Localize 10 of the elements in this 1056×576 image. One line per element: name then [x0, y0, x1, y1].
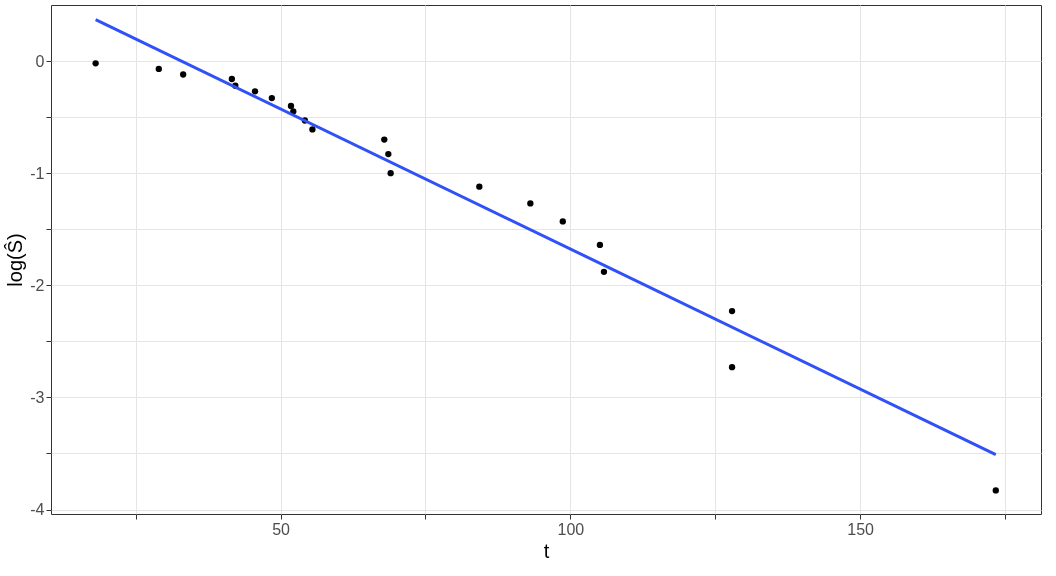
y-tick-label: -4: [30, 501, 45, 519]
y-tick-label: -1: [30, 164, 45, 182]
y-tick-label: -2: [30, 276, 45, 294]
y-axis-title: log(Ŝ): [4, 233, 27, 287]
x-axis-title: t: [543, 539, 550, 562]
y-tick-label: 0: [35, 52, 45, 70]
y-tick-label: -3: [30, 388, 45, 406]
x-tick-label: 50: [272, 520, 291, 538]
x-tick-label: 150: [847, 520, 875, 538]
x-tick-label: 100: [557, 520, 585, 538]
